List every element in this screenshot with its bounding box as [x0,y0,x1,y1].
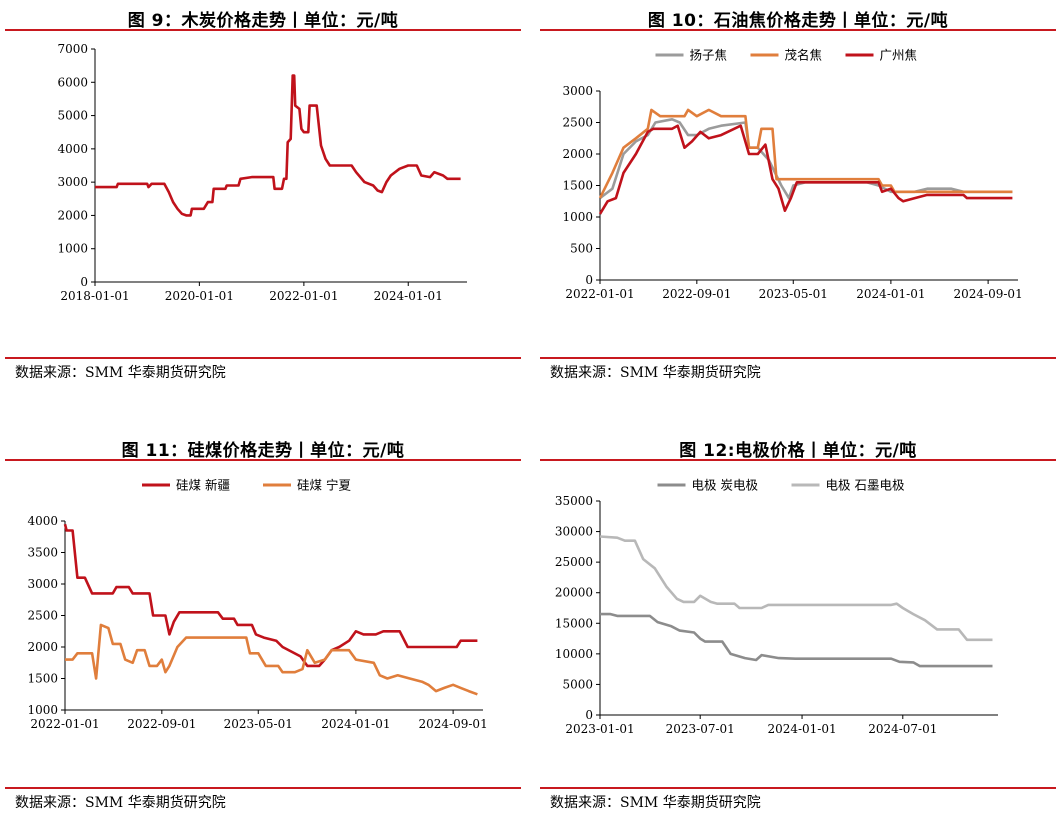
legend-label: 电极 石墨电极 [826,478,905,493]
x-tick-label: 2024-09-01 [419,717,488,731]
y-tick-label: 3000 [562,84,593,98]
chart-panel-silicon-coal: 图 11：硅煤价格走势丨单位：元/吨 1000 1500 2000 2500 3000 3… [5,430,521,830]
y-tick-label: 7000 [57,42,88,56]
series-line-0 [95,74,461,217]
y-tick-label: 15000 [555,616,593,630]
series-line-1 [599,535,993,642]
y-tick-label: 500 [570,242,593,256]
x-tick-label: 2022-01-01 [30,717,99,731]
legend: 电极 炭电极 电极 石墨电极 [657,478,905,493]
y-tick-label: 4000 [57,142,88,156]
silicon-coal-price-chart: 1000 1500 2000 2500 3000 3500 4000 2022-01-01 20… [27,478,488,732]
legend: 硅煤 新疆 硅煤 宁夏 [142,478,351,493]
chart-panel-charcoal: 图 9：木炭价格走势丨单位：元/吨 0 1000 2000 3000 4000 5000 6… [5,0,521,400]
y-tick-label: 0 [585,273,593,287]
title-rule [5,29,521,31]
electrode-price-chart: 0 5000 10000 15000 20000 25000 30000 35000 2023-… [555,478,998,736]
series-line-1 [598,108,1013,199]
series-line-0 [63,523,478,668]
series-line-0 [600,612,993,668]
y-tick-label: 1500 [27,672,58,686]
source-rule [540,787,1056,789]
y-tick-label: 2000 [27,640,58,654]
y-tick-label: 2500 [27,609,58,623]
source-note: 数据来源：SMM 华泰期货研究院 [15,795,226,811]
y-tick-label: 6000 [57,75,88,89]
charcoal-price-chart: 0 1000 2000 3000 4000 5000 6000 7000 2018-01-01 2… [57,42,467,303]
x-tick-label: 2023-07-01 [666,722,735,736]
y-tick-label: 35000 [555,494,593,508]
y-tick-label: 10000 [555,647,593,661]
x-tick-label: 2023-01-01 [565,722,634,736]
x-tick-label: 2018-01-01 [60,289,129,303]
y-tick-label: 3000 [57,175,88,189]
x-tick-label: 2023-05-01 [759,287,828,301]
y-tick-label: 25000 [555,555,593,569]
y-tick-label: 0 [80,275,88,289]
chart-panel-electrode: 图 12:电极价格丨单位：元/吨 0 5000 10000 15000 20000 250… [540,430,1056,830]
source-rule [540,357,1056,359]
y-tick-label: 2500 [562,116,593,130]
legend: 扬子焦 茂名焦 广州焦 [655,48,918,63]
source-note: 数据来源：SMM 华泰期货研究院 [15,365,226,381]
x-tick-label: 2022-01-01 [565,287,634,301]
y-tick-label: 20000 [555,586,593,600]
x-tick-label: 2022-01-01 [269,289,338,303]
y-tick-label: 30000 [555,525,593,539]
title-rule [5,459,521,461]
series-line-0 [599,118,1013,200]
y-tick-label: 1500 [562,179,593,193]
source-rule [5,787,521,789]
chart-title: 图 9：木炭价格走势丨单位：元/吨 [127,11,399,31]
legend-label: 硅煤 宁夏 [297,478,351,493]
legend-label: 广州焦 [880,48,918,63]
title-rule [540,459,1056,461]
y-tick-label: 1000 [57,242,88,256]
x-tick-label: 2022-09-01 [127,717,196,731]
series-line-1 [65,623,478,696]
y-tick-label: 5000 [57,109,88,123]
source-note: 数据来源：SMM 华泰期货研究院 [550,795,761,811]
chart-title: 图 10：石油焦价格走势丨单位：元/吨 [647,11,949,31]
x-tick-label: 2024-01-01 [321,717,390,731]
x-tick-label: 2024-09-01 [954,287,1023,301]
y-tick-label: 0 [585,708,593,722]
x-tick-label: 2022-09-01 [662,287,731,301]
x-tick-label: 2020-01-01 [165,289,234,303]
source-rule [5,357,521,359]
chart-title: 图 12:电极价格丨单位：元/吨 [679,441,917,461]
x-tick-label: 2024-01-01 [856,287,925,301]
y-tick-label: 1000 [562,210,593,224]
y-tick-label: 4000 [27,514,58,528]
y-tick-label: 5000 [562,677,593,691]
y-tick-label: 3000 [27,577,58,591]
petroleum-coke-price-chart: 0 500 1000 1500 2000 2500 3000 2022-01-01 2022-0… [562,48,1023,302]
series-line-2 [598,124,1013,215]
chart-panel-petroleum-coke: 图 10：石油焦价格走势丨单位：元/吨 0 500 1000 1500 2000 2500… [540,0,1056,400]
y-tick-label: 3500 [27,546,58,560]
y-tick-label: 1000 [27,703,58,717]
title-rule [540,29,1056,31]
legend-label: 茂名焦 [785,48,823,63]
x-tick-label: 2023-05-01 [224,717,293,731]
chart-title: 图 11：硅煤价格走势丨单位：元/吨 [121,441,405,461]
legend-label: 电极 炭电极 [692,478,759,493]
x-tick-label: 2024-01-01 [767,722,836,736]
legend-label: 扬子焦 [690,48,728,63]
x-tick-label: 2024-01-01 [374,289,443,303]
source-note: 数据来源：SMM 华泰期货研究院 [550,365,761,381]
y-tick-label: 2000 [57,208,88,222]
x-tick-label: 2024-07-01 [868,722,937,736]
legend-label: 硅煤 新疆 [176,478,230,493]
y-tick-label: 2000 [562,147,593,161]
